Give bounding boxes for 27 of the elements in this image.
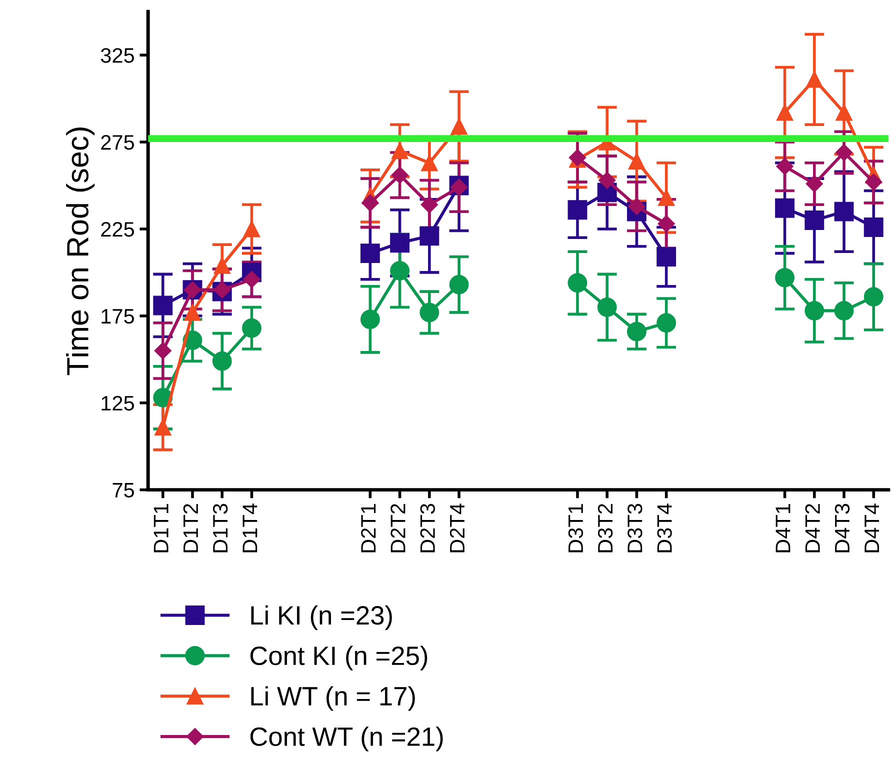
x-tick-label: D2T3	[420, 504, 435, 552]
y-tick-label: 225	[101, 222, 134, 237]
legend-label: Cont KI (n =25)	[250, 646, 428, 670]
legend-label: Li KI (n =23)	[251, 605, 392, 630]
x-tick-label: D3T1	[568, 504, 584, 552]
y-tick-label: 125	[102, 396, 134, 411]
y-tick-label: 75	[112, 483, 134, 498]
x-tick-label: D3T2	[598, 504, 613, 552]
y-tick-label: 325	[100, 48, 134, 63]
x-tick-label: D4T4	[864, 504, 880, 552]
x-tick-label: D1T1	[154, 504, 168, 552]
x-tick-label: D2T2	[390, 504, 406, 552]
legend-label: Cont WT (n =21)	[250, 726, 443, 752]
x-tick-label: D2T4	[450, 504, 464, 552]
y-tick-label: 175	[102, 309, 134, 324]
x-tick-label: D1T2	[183, 504, 198, 552]
x-tick-label: D2T1	[361, 504, 376, 552]
x-tick-label: D3T3	[628, 504, 642, 552]
x-tick-label: D1T3	[212, 504, 228, 552]
x-tick-label: D4T1	[776, 504, 790, 552]
y-axis-title: Time on Rod (sec)	[66, 128, 95, 376]
x-tick-label: D4T3	[834, 504, 850, 552]
legend-label: Li WT (n = 17)	[251, 686, 415, 711]
x-tick-label: D3T4	[657, 504, 672, 552]
x-tick-label: D4T2	[805, 504, 820, 552]
x-tick-label: D1T4	[242, 504, 258, 552]
y-tick-label: 275	[101, 135, 134, 150]
